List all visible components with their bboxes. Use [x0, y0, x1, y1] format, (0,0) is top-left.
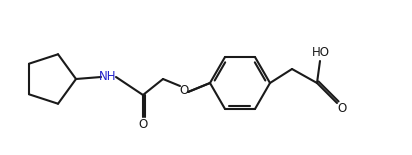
- Text: O: O: [138, 117, 147, 131]
- Text: O: O: [337, 102, 346, 115]
- Text: O: O: [179, 84, 189, 97]
- Text: NH: NH: [99, 71, 117, 84]
- Text: HO: HO: [312, 46, 330, 58]
